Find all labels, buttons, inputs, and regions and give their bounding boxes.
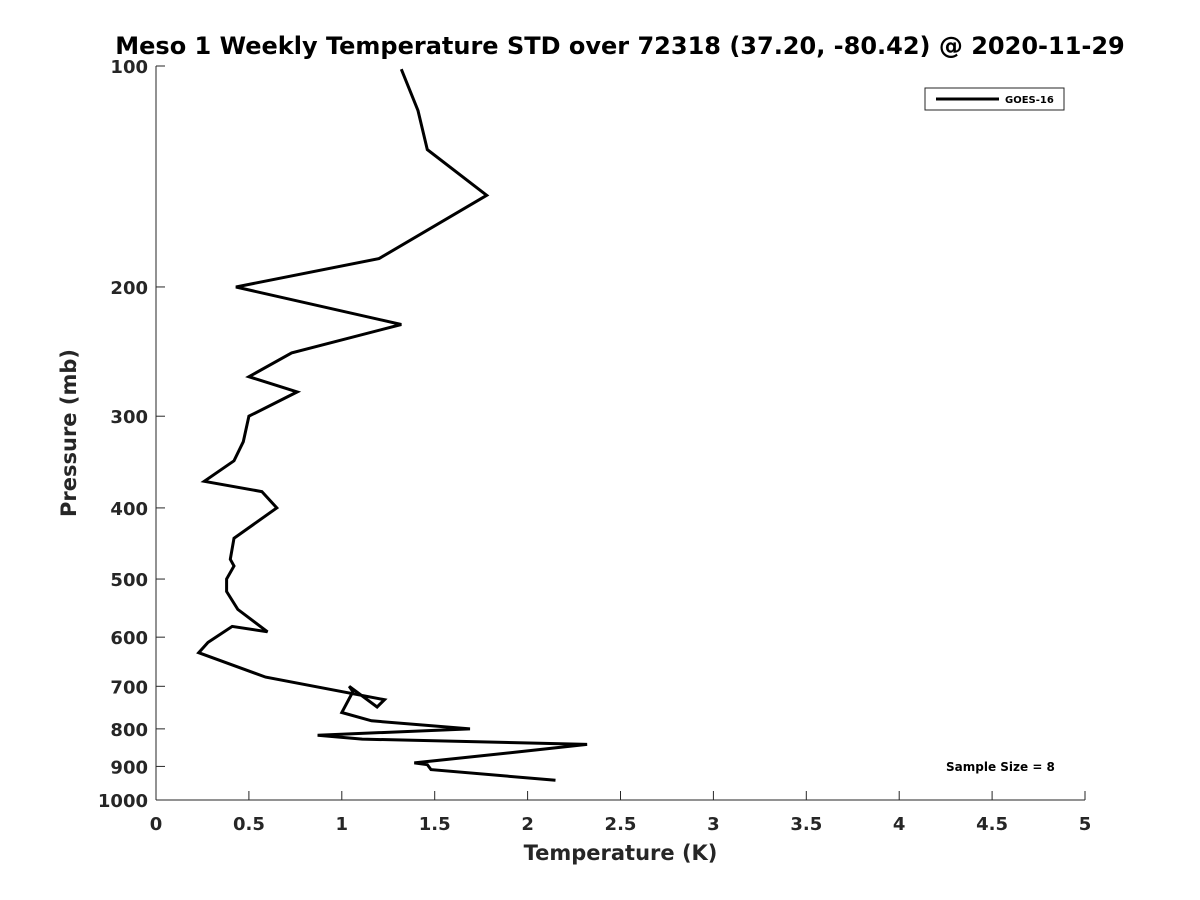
series-layer [196, 68, 588, 782]
sample-size-annotation: Sample Size = 8 [946, 760, 1055, 774]
legend-entry-label: GOES-16 [1005, 95, 1054, 106]
y-tick-label: 200 [110, 278, 148, 299]
y-tick-label: 900 [110, 757, 148, 778]
y-tick-label: 1000 [98, 791, 148, 812]
y-axis-label: Pressure (mb) [57, 349, 81, 517]
x-tick-label: 2 [521, 814, 534, 835]
plot-axes [155, 66, 1085, 801]
x-axis-ticks: 0 0.5 1 1.5 2 2.5 3 3.5 4 4.5 5 [150, 791, 1092, 835]
x-tick-label: 1.5 [419, 814, 451, 835]
y-tick-label: 700 [110, 677, 148, 698]
x-axis-label: Temperature (K) [524, 841, 718, 865]
chart-title: Meso 1 Weekly Temperature STD over 72318… [115, 32, 1125, 60]
y-tick-label: 500 [110, 570, 148, 591]
x-tick-label: 4.5 [976, 814, 1008, 835]
x-tick-label: 3.5 [790, 814, 822, 835]
y-tick-label: 800 [110, 720, 148, 741]
x-tick-label: 3 [707, 814, 720, 835]
x-tick-label: 2.5 [605, 814, 637, 835]
series-line-goes-16 [196, 68, 588, 782]
x-tick-label: 0.5 [233, 814, 265, 835]
x-tick-label: 4 [893, 814, 906, 835]
y-tick-label: 400 [110, 499, 148, 520]
y-tick-label: 600 [110, 628, 148, 649]
y-tick-label: 100 [110, 57, 148, 78]
x-tick-label: 5 [1079, 814, 1092, 835]
x-tick-label: 0 [150, 814, 163, 835]
x-tick-label: 1 [336, 814, 349, 835]
y-tick-label: 300 [110, 407, 148, 428]
legend: GOES-16 [924, 87, 1065, 111]
y-axis-ticks: 100 200 300 400 500 600 700 800 900 1000 [98, 57, 165, 812]
